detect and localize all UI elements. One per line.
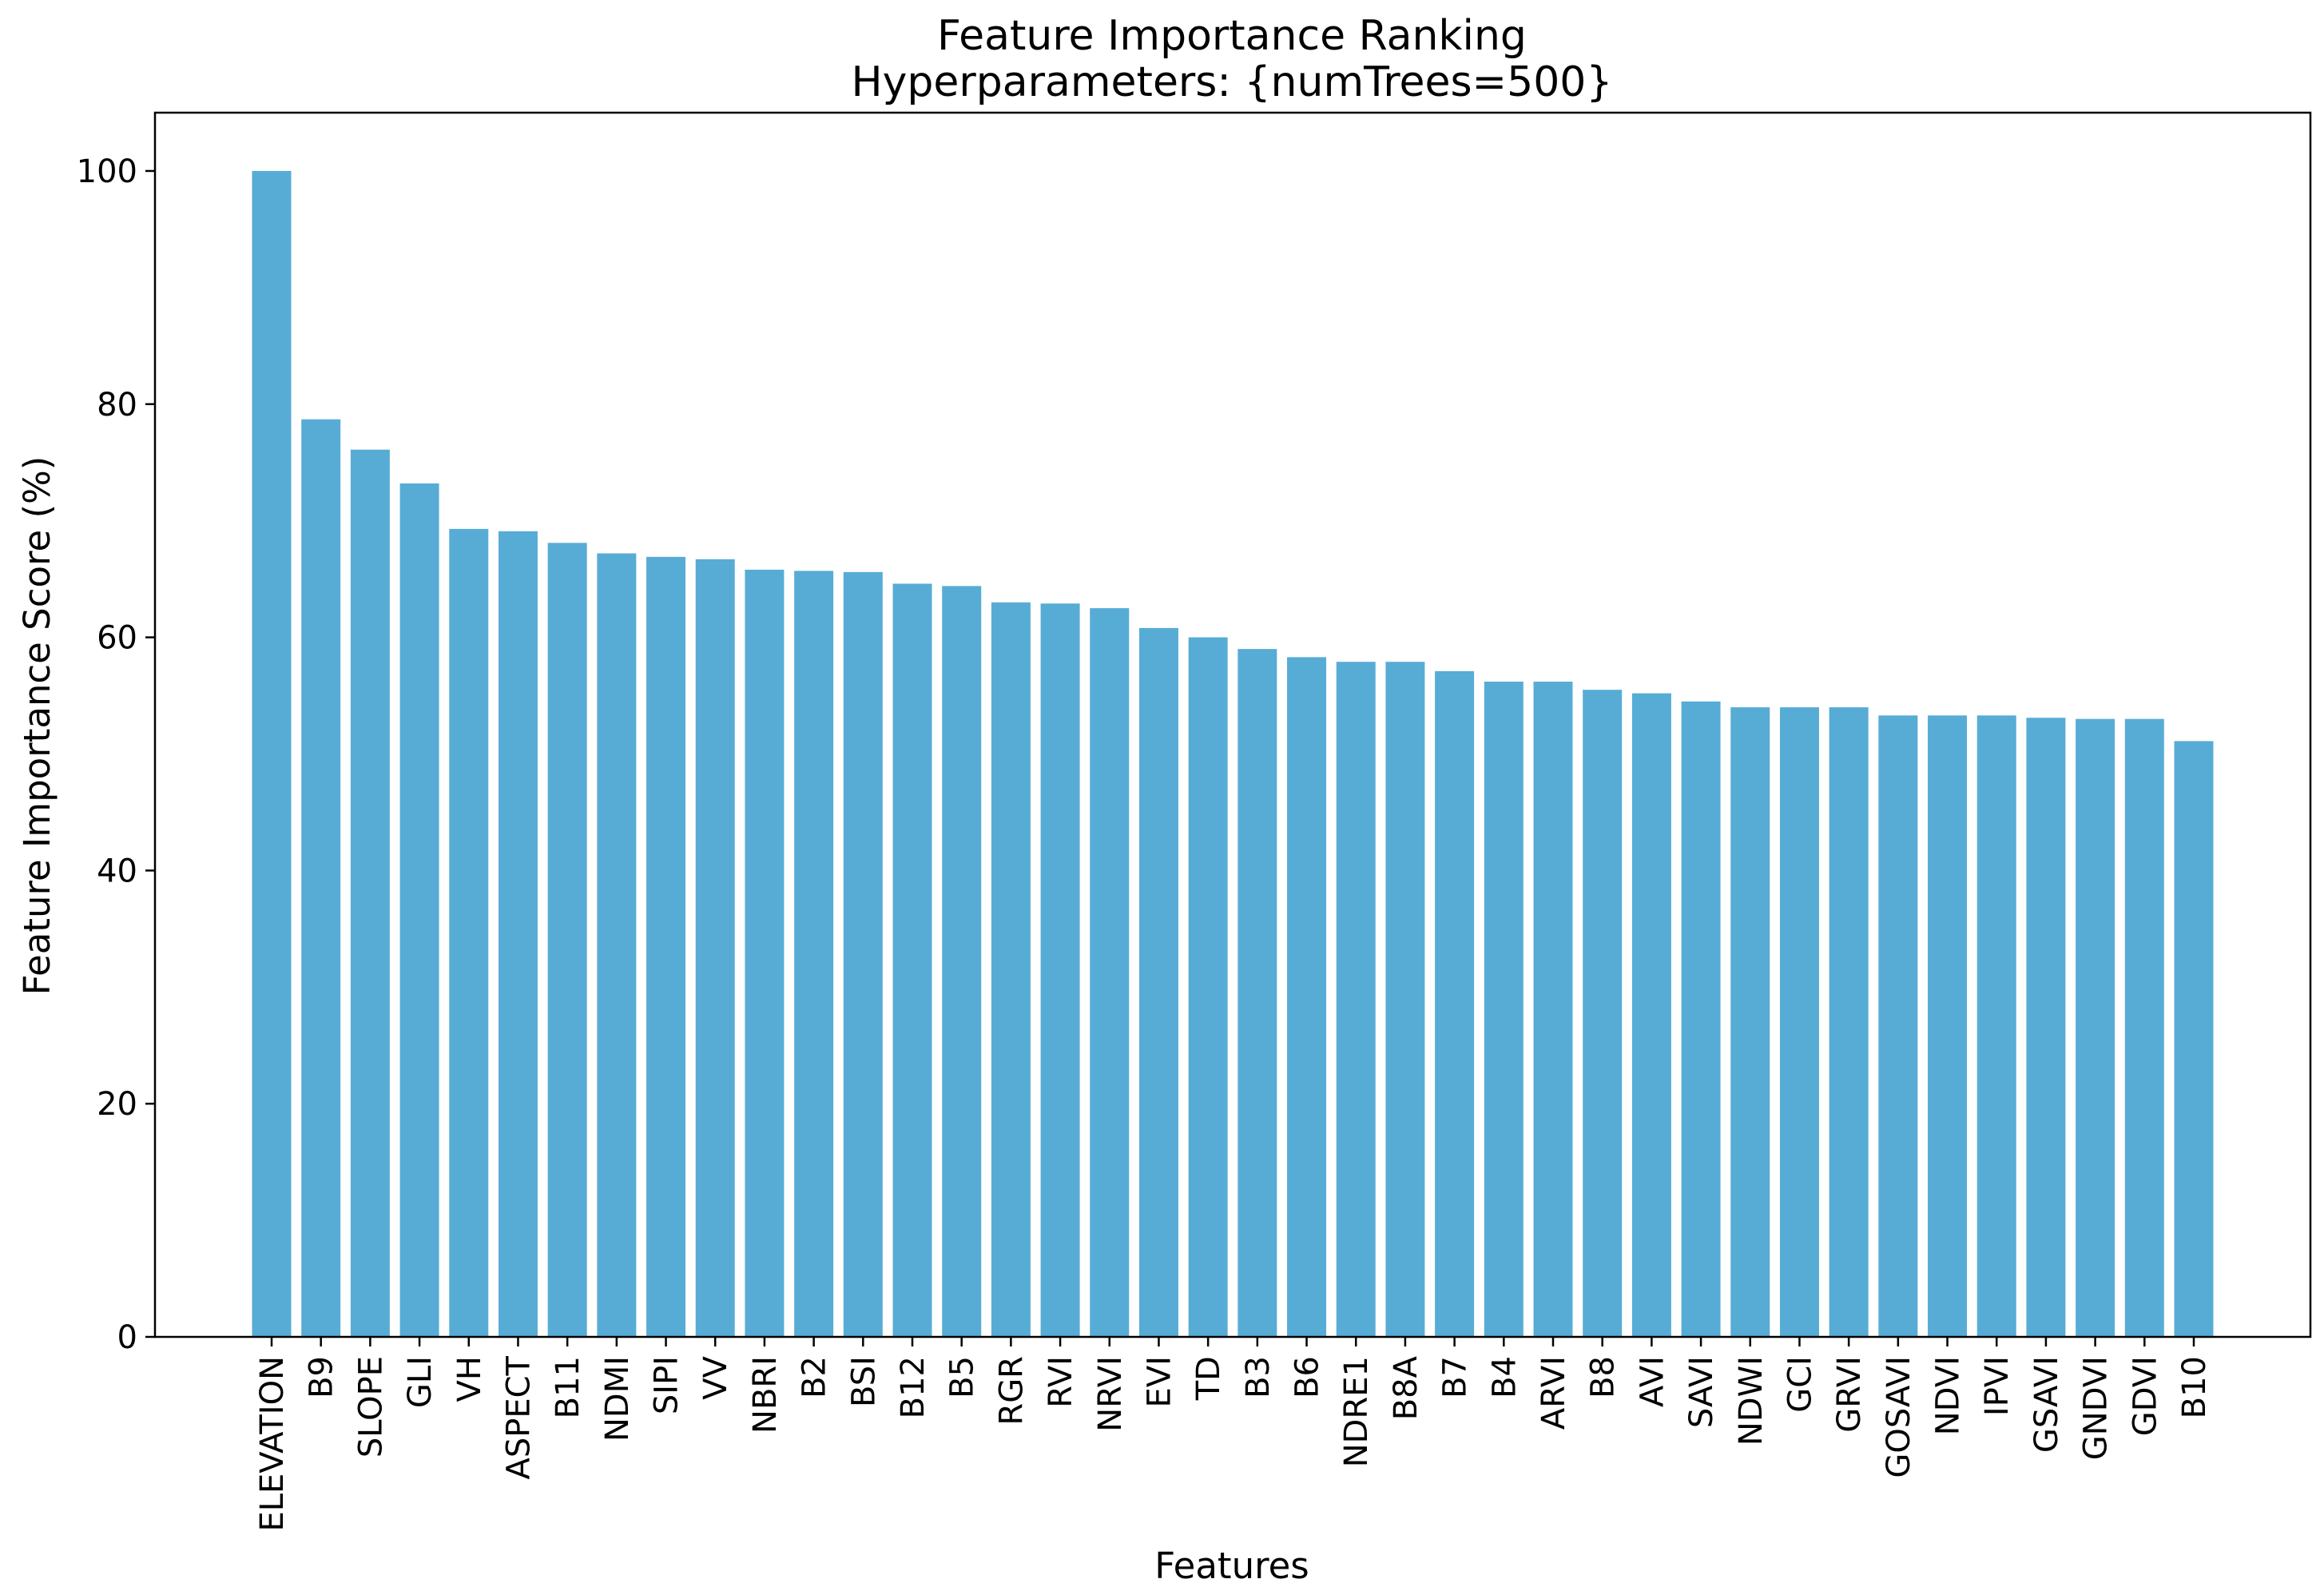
bar-b6 xyxy=(1287,657,1327,1337)
bar-b9 xyxy=(301,419,341,1338)
bar-b10 xyxy=(2174,741,2214,1337)
x-tick-label: GLI xyxy=(402,1356,439,1408)
x-tick-label: ASPECT xyxy=(500,1355,537,1479)
plot-frame xyxy=(153,111,2312,1338)
bar-ipvi xyxy=(1976,715,2016,1337)
bar-gndvi xyxy=(2076,718,2115,1337)
bar-nrvi xyxy=(1090,608,1130,1337)
y-axis-label: Feature Importance Score (%) xyxy=(16,456,58,996)
x-tick-label: AVI xyxy=(1634,1356,1670,1407)
bar-ndmi xyxy=(597,553,637,1337)
x-tick-label: NDVI xyxy=(1930,1356,1967,1435)
bar-slope xyxy=(350,449,390,1337)
x-tick-label: VH xyxy=(451,1356,488,1402)
y-axis-ticks: 0 20 40 60 80 100 xyxy=(77,153,155,1356)
chart-subtitle: Hyperparameters: {numTrees=500} xyxy=(852,58,1613,106)
x-tick-label: NDWI xyxy=(1733,1356,1770,1446)
y-tick-label: 0 xyxy=(117,1319,137,1356)
x-tick-label: B10 xyxy=(2176,1356,2213,1418)
x-tick-label: B9 xyxy=(304,1356,340,1398)
bar-td xyxy=(1188,637,1228,1337)
x-tick-label: ARVI xyxy=(1535,1356,1572,1430)
x-tick-label: RVI xyxy=(1043,1356,1079,1408)
x-tick-label: B12 xyxy=(895,1356,932,1418)
bar-b4 xyxy=(1484,682,1524,1337)
bar-gci xyxy=(1779,707,1819,1337)
x-tick-label: ELEVATION xyxy=(254,1356,291,1532)
x-tick-label: BSI xyxy=(845,1356,882,1407)
x-tick-label: IPVI xyxy=(1979,1356,2016,1416)
bar-avi xyxy=(1631,693,1671,1337)
x-tick-label: NDMI xyxy=(599,1356,636,1442)
x-tick-label: B5 xyxy=(944,1356,981,1398)
x-tick-label: SLOPE xyxy=(352,1356,389,1458)
x-tick-label: GSAVI xyxy=(2028,1356,2065,1453)
x-tick-label: B11 xyxy=(550,1356,586,1418)
bar-b3 xyxy=(1237,649,1277,1337)
y-tick-label: 80 xyxy=(97,387,137,424)
x-tick-label: SIPI xyxy=(649,1356,685,1414)
x-axis-label: Features xyxy=(1154,1545,1309,1587)
x-tick-label: B4 xyxy=(1486,1356,1523,1398)
bar-savi xyxy=(1681,701,1721,1337)
x-axis-ticks: ELEVATION B9 SLOPE GLI VH ASPECT B11 NDMI SIPI VV… xyxy=(254,1337,2213,1532)
x-tick-label: SAVI xyxy=(1683,1356,1720,1428)
chart-title: Feature Importance Ranking xyxy=(937,12,1527,60)
bar-evi xyxy=(1138,627,1178,1337)
x-tick-label: GOSAVI xyxy=(1881,1356,1917,1478)
bar-vv xyxy=(695,559,735,1337)
bar-ndwi xyxy=(1730,707,1770,1337)
bar-b2 xyxy=(794,571,834,1337)
x-tick-label: TD xyxy=(1190,1356,1227,1401)
bar-rvi xyxy=(1040,603,1080,1337)
bar-rgr xyxy=(991,602,1031,1337)
bar-b12 xyxy=(892,583,932,1337)
bars-group xyxy=(252,170,2214,1338)
x-tick-label: GNDVI xyxy=(2078,1356,2115,1460)
bar-grvi xyxy=(1829,707,1869,1337)
x-tick-label: B8 xyxy=(1585,1356,1622,1398)
bar-b8a xyxy=(1385,662,1425,1337)
x-tick-label: B2 xyxy=(797,1356,833,1398)
bar-ndvi xyxy=(1928,715,1968,1337)
x-tick-label: B8A xyxy=(1388,1355,1424,1420)
x-tick-label: VV xyxy=(697,1355,734,1399)
x-tick-label: B7 xyxy=(1437,1356,1474,1398)
y-tick-label: 60 xyxy=(97,620,137,657)
bar-gsavi xyxy=(2026,718,2066,1337)
bar-b11 xyxy=(547,543,587,1337)
y-tick-label: 40 xyxy=(97,853,137,889)
bar-b7 xyxy=(1435,670,1475,1337)
bar-ndre1 xyxy=(1336,662,1376,1337)
x-tick-label: B3 xyxy=(1240,1356,1277,1398)
x-tick-label: GCI xyxy=(1782,1356,1818,1413)
x-tick-label: GDVI xyxy=(2127,1356,2163,1436)
bar-aspect xyxy=(498,531,538,1337)
x-tick-label: RGR xyxy=(993,1356,1030,1426)
x-tick-label: NBRI xyxy=(747,1356,784,1434)
x-tick-label: NRVI xyxy=(1092,1356,1129,1432)
bar-elevation xyxy=(252,170,292,1337)
x-tick-label: B6 xyxy=(1289,1356,1326,1398)
bar-gli xyxy=(399,483,439,1337)
y-tick-label: 20 xyxy=(97,1086,137,1123)
x-tick-label: EVI xyxy=(1141,1356,1178,1407)
bar-vh xyxy=(449,528,489,1337)
bar-b5 xyxy=(942,586,982,1337)
y-tick-label: 100 xyxy=(77,153,137,190)
bar-b8 xyxy=(1583,690,1623,1337)
bar-gdvi xyxy=(2124,718,2164,1337)
x-tick-label: NDRE1 xyxy=(1338,1356,1375,1467)
x-tick-label: GRVI xyxy=(1831,1356,1868,1433)
bar-arvi xyxy=(1533,682,1573,1337)
bar-nbri xyxy=(745,569,785,1337)
bar-bsi xyxy=(843,571,883,1337)
bar-sipi xyxy=(646,556,686,1337)
bar-gosavi xyxy=(1878,715,1918,1337)
